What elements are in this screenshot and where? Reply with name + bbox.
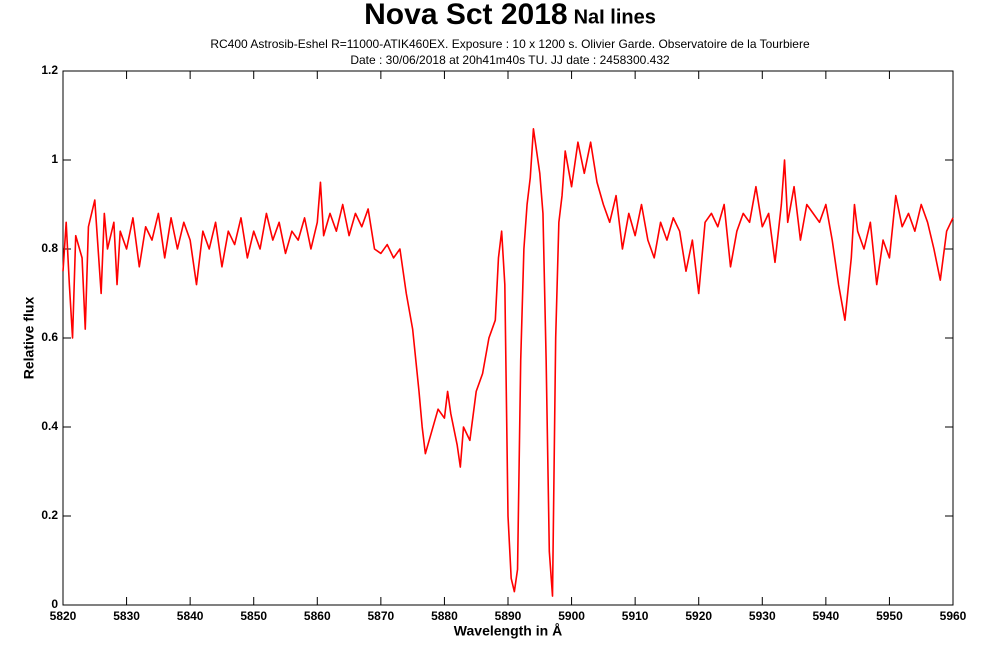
x-tick-label: 5850: [240, 609, 267, 623]
x-axis-label: Wavelength in Å: [454, 623, 562, 639]
y-tick-label: 1: [51, 152, 58, 166]
x-tick-label: 5960: [940, 609, 967, 623]
y-tick-label: 0.2: [41, 508, 58, 522]
y-tick-label: 0: [51, 597, 58, 611]
y-tick-label: 0.4: [41, 419, 58, 433]
subtitle: Date : 30/06/2018 at 20h41m40s TU. JJ da…: [350, 53, 670, 67]
spectrum-line: [62, 128, 954, 597]
x-tick-label: 5860: [304, 609, 331, 623]
chart-title-note: NaI lines: [574, 6, 656, 28]
y-tick-label: 1.2: [41, 63, 58, 77]
x-tick-label: 5870: [368, 609, 395, 623]
x-tick-label: 5930: [749, 609, 776, 623]
y-axis-label: Relative flux: [21, 297, 37, 380]
x-tick-label: 5890: [495, 609, 522, 623]
x-tick-label: 5920: [685, 609, 712, 623]
x-tick-label: 5880: [431, 609, 458, 623]
y-tick-label: 0.8: [41, 241, 58, 255]
chart-title: Nova Sct 2018: [364, 0, 567, 31]
x-tick-label: 5940: [813, 609, 840, 623]
x-tick-label: 5840: [177, 609, 204, 623]
x-tick-label: 5900: [558, 609, 585, 623]
x-tick-label: 5910: [622, 609, 649, 623]
y-tick-label: 0.6: [41, 330, 58, 344]
x-tick-label: 5830: [113, 609, 140, 623]
subtitle: RC400 Astrosib-Eshel R=11000-ATIK460EX. …: [210, 37, 810, 51]
x-tick-label: 5820: [50, 609, 77, 623]
x-tick-label: 5950: [876, 609, 903, 623]
